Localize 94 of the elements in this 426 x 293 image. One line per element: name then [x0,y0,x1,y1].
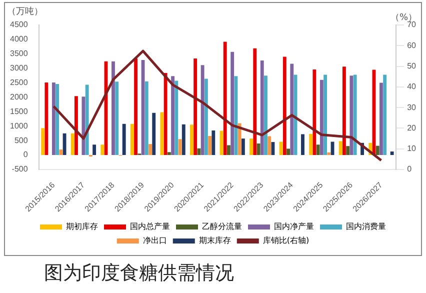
y-tick-label: 1500 [10,106,28,116]
bar [271,142,275,156]
bar [100,144,104,156]
bar [92,144,96,156]
legend-label: 净出口 [142,236,167,246]
bar [82,96,86,156]
bar [379,82,383,156]
bar [164,72,168,156]
bar [130,124,134,156]
y-tick-label: 4000 [10,34,28,44]
bar [279,142,283,156]
bar [85,84,89,156]
y2-tick-label: 40 [407,82,417,92]
bar [194,58,198,156]
bar [342,66,346,156]
bar [174,80,178,156]
bar [316,144,320,156]
bar [268,136,272,156]
bar [182,124,186,156]
bar [282,56,286,156]
bar [190,124,194,156]
bar [320,80,324,156]
bar [353,74,357,156]
bar [208,136,212,156]
bar [327,152,331,156]
bar [223,42,227,156]
bar [290,64,294,156]
y2-tick-label: 30 [407,102,417,112]
bar [112,61,115,156]
bar [238,123,242,156]
bar [74,96,78,156]
bar [44,82,48,156]
legend-label: 国内净产量 [274,222,314,232]
bar [338,141,342,156]
bar [200,65,204,156]
y2-tick-label: 10 [407,144,417,154]
bar [350,76,354,156]
bar [144,81,148,156]
bar [167,152,171,156]
legend-label: 乙醇分流量 [202,222,242,232]
y2-tick-label: 60 [407,40,417,50]
text: 图为印度食糖供需情况 [44,262,234,286]
y-tick-label: 2000 [10,92,28,102]
legend-label: 国内总产量 [130,222,170,232]
y2-axis-title: （%） [390,12,417,23]
bar [59,150,63,156]
bar [253,48,257,156]
bar [204,78,208,156]
y-tick-label: 3000 [10,64,28,73]
bar [376,146,380,156]
y-tick-label: 3500 [10,49,28,58]
bar [324,74,327,156]
bar [301,134,304,156]
bar [309,134,313,156]
bar [260,60,264,156]
legend-label: 期初库存 [66,222,98,232]
bar [160,112,164,156]
bar [197,148,201,156]
bar [264,76,268,156]
bar [52,82,56,156]
y-tick-label: 0 [23,150,28,160]
bar [230,52,234,156]
bar [250,138,253,156]
y2-tick-label: 70 [407,20,417,30]
y-tick-label: -500 [12,164,28,174]
y2-tick-label: 0 [407,164,412,174]
bar [115,82,119,156]
bar [312,69,316,156]
y2-tick-label: 20 [407,123,417,132]
y2-tick-label: 50 [407,61,417,70]
bar [227,145,230,156]
y-tick-label: 2500 [10,78,28,87]
bar [134,58,138,156]
bar [152,112,156,156]
bar [234,76,238,156]
legend-label: 库销比(右轴) [262,236,310,246]
bar [41,128,45,156]
y-axis-title: （万吨） [7,6,43,17]
bar [70,133,74,156]
legend-label: 期末库存 [198,236,231,246]
bar [122,124,126,156]
bar [56,84,60,156]
y-tick-label: 4500 [10,20,28,30]
bar [390,152,394,156]
bar [383,74,387,156]
legend-label: 国内消费量 [346,222,386,232]
bar [212,130,216,156]
bar [241,138,245,156]
bar [286,148,290,156]
y-tick-label: 500 [14,136,28,145]
bar [346,146,350,156]
y-tick-label: 1000 [10,121,28,130]
bar [148,144,152,156]
bar [171,76,175,156]
